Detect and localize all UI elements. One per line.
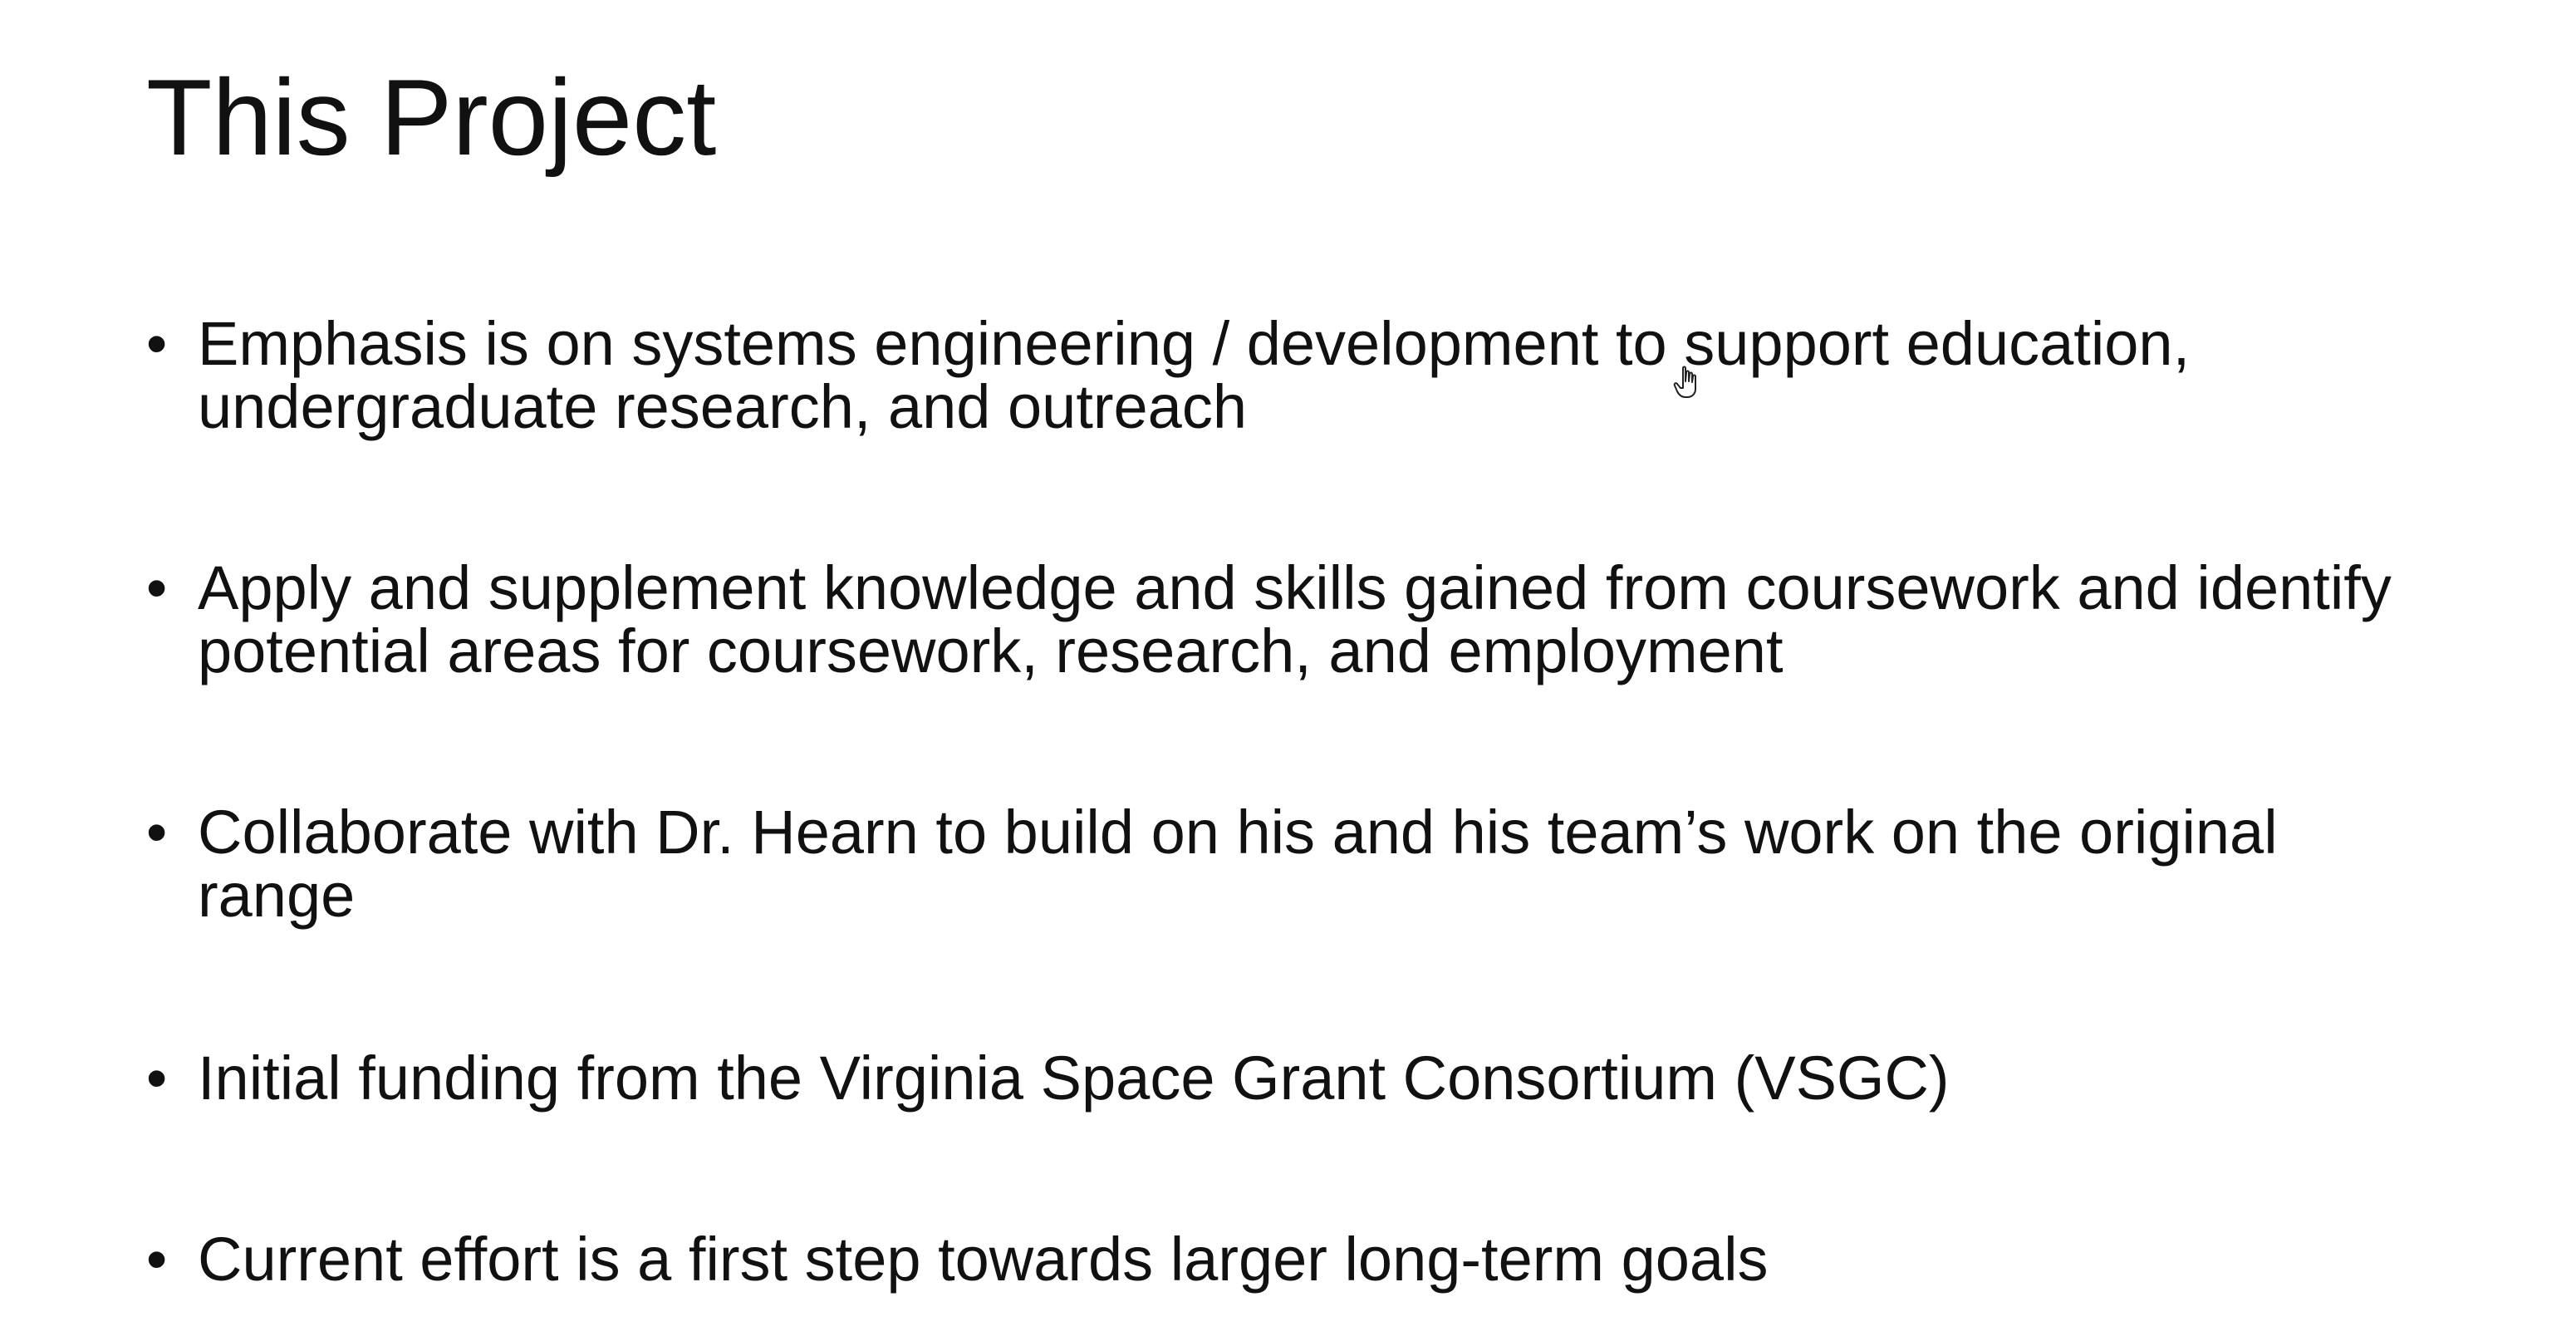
bullet-marker: • bbox=[146, 1045, 168, 1112]
bullet-text: Collaborate with Dr. Hearn to build on h… bbox=[198, 798, 2278, 930]
bullet-item: • Emphasis is on systems engineering / d… bbox=[146, 312, 2439, 439]
bullet-item: • Collaborate with Dr. Hearn to build on… bbox=[146, 801, 2439, 927]
bullet-text: Apply and supplement knowledge and skill… bbox=[198, 553, 2392, 685]
hand-cursor-icon bbox=[1673, 366, 1696, 398]
bullet-item: • Apply and supplement knowledge and ski… bbox=[146, 557, 2439, 683]
bullet-marker: • bbox=[146, 311, 168, 377]
bullet-text: Emphasis is on systems engineering / dev… bbox=[198, 309, 2191, 441]
bullet-marker: • bbox=[146, 555, 168, 621]
bullet-marker: • bbox=[146, 799, 168, 866]
bullet-item: • Initial funding from the Virginia Spac… bbox=[146, 1044, 2439, 1113]
bullet-item: • Current effort is a first step towards… bbox=[146, 1225, 2439, 1294]
bullet-text: Current effort is a first step towards l… bbox=[198, 1225, 1769, 1294]
bullet-marker: • bbox=[146, 1226, 168, 1293]
bullet-text: Initial funding from the Virginia Space … bbox=[198, 1044, 1950, 1113]
slide-title: This Project bbox=[146, 56, 717, 178]
